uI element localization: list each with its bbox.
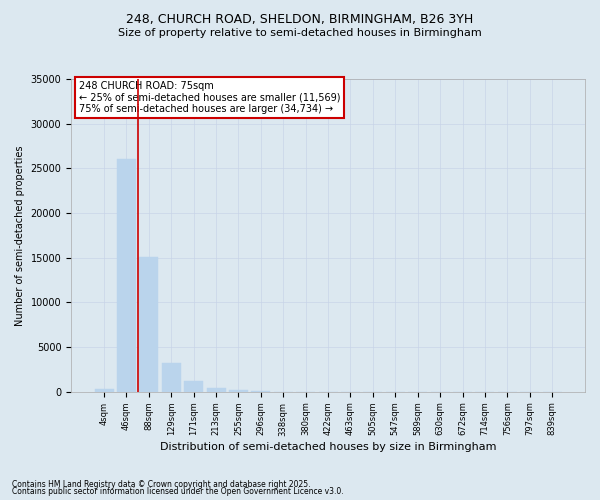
Bar [117,158,136,392]
Text: Contains public sector information licensed under the Open Government Licence v3: Contains public sector information licen… [12,487,344,496]
Bar [229,390,248,392]
Bar [206,388,226,392]
Text: Size of property relative to semi-detached houses in Birmingham: Size of property relative to semi-detach… [118,28,482,38]
Bar [162,363,181,392]
Bar [184,381,203,392]
Bar [95,389,113,392]
Text: 248, CHURCH ROAD, SHELDON, BIRMINGHAM, B26 3YH: 248, CHURCH ROAD, SHELDON, BIRMINGHAM, B… [127,12,473,26]
Text: 248 CHURCH ROAD: 75sqm
← 25% of semi-detached houses are smaller (11,569)
75% of: 248 CHURCH ROAD: 75sqm ← 25% of semi-det… [79,80,340,114]
X-axis label: Distribution of semi-detached houses by size in Birmingham: Distribution of semi-detached houses by … [160,442,496,452]
Y-axis label: Number of semi-detached properties: Number of semi-detached properties [15,145,25,326]
Bar [139,257,158,392]
Text: Contains HM Land Registry data © Crown copyright and database right 2025.: Contains HM Land Registry data © Crown c… [12,480,311,489]
